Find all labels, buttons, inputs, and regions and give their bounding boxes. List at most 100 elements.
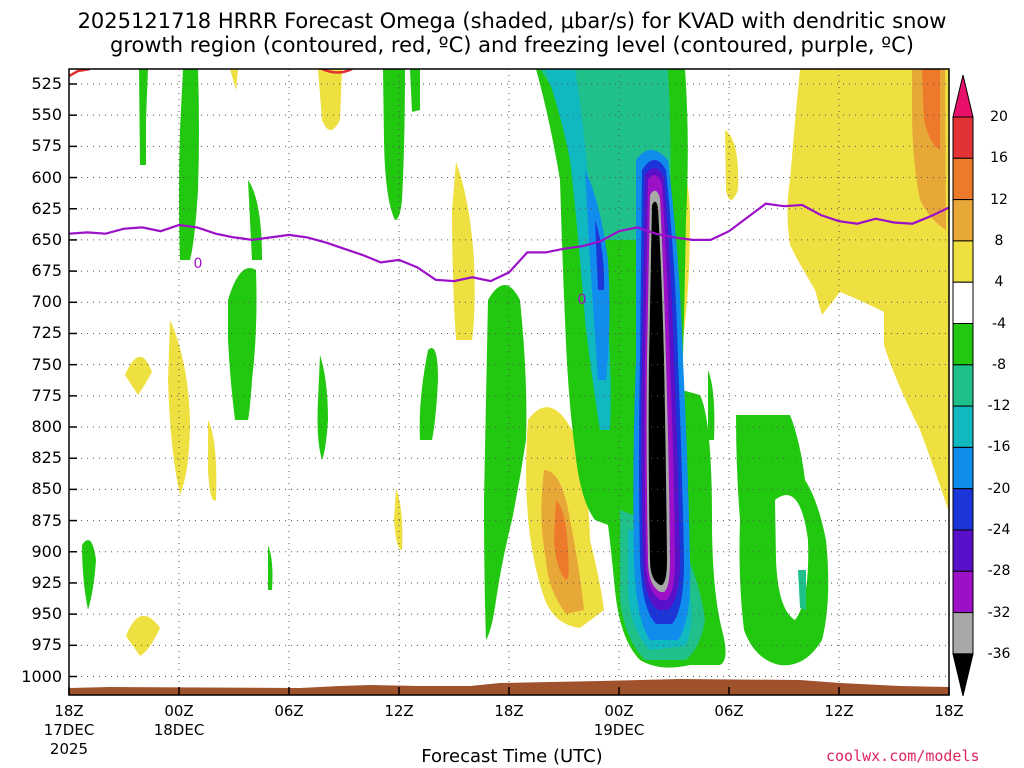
chart-title-line-1: 2025121718 HRRR Forecast Omega (shaded, …: [77, 9, 947, 33]
omega-negative-region: [595, 220, 605, 290]
y-tick-label: 550: [31, 105, 62, 125]
x-tick-label: 00Z: [164, 702, 194, 720]
colorbar-segment: [952, 157, 974, 201]
y-tick-label: 775: [31, 385, 62, 405]
omega-negative-region: [179, 69, 199, 260]
colorbar-segment: [952, 74, 974, 118]
colorbar-segment: [952, 446, 974, 490]
credit-link[interactable]: coolwx.com/models: [826, 747, 980, 765]
omega-negative-region: [545, 69, 611, 430]
omega-positive-region: [125, 356, 152, 395]
y-tick-label: 925: [31, 572, 62, 592]
freezing-level-contour: [69, 202, 949, 283]
colorbar-segment: [952, 240, 974, 283]
colorbar-label: -32: [987, 604, 1011, 621]
omega-positive-region: [208, 420, 217, 501]
x-tick-label: 12Z: [384, 702, 414, 720]
axis-ticks: [68, 83, 950, 695]
omega-negative-region: [228, 268, 257, 420]
colorbar: [952, 74, 974, 697]
y-tick-label: 800: [31, 417, 62, 437]
omega-shading: [82, 69, 949, 668]
omega-negative-region: [139, 69, 148, 165]
omega-positive-region: [230, 69, 238, 90]
colorbar-label: -12: [987, 398, 1011, 415]
freezing-level-label: 0: [194, 256, 203, 272]
colorbar-segment: [952, 488, 974, 531]
colorbar-segment: [952, 364, 974, 407]
y-tick-label: 575: [31, 136, 62, 156]
omega-positive-region: [318, 69, 342, 130]
y-tick-label: 1000: [21, 666, 62, 686]
colorbar-label: 12: [990, 191, 1008, 208]
omega-positive-region: [725, 130, 739, 200]
y-tick-label: 825: [31, 448, 62, 468]
omega-positive-region: [126, 615, 160, 656]
chart-title-line-2: growth region (contoured, red, ºC) and f…: [110, 33, 914, 57]
colorbar-segment: [952, 281, 974, 325]
x-tick-label: 06Z: [274, 702, 304, 720]
omega-negative-region: [585, 170, 610, 380]
x-tick-label: 18DEC: [153, 721, 205, 739]
omega-negative-region: [268, 545, 273, 590]
omega-negative-region: [410, 69, 420, 112]
colorbar-label: -36: [987, 645, 1011, 662]
colorbar-label: -24: [987, 522, 1011, 538]
omega-negative-region: [82, 540, 96, 610]
y-tick-label: 725: [31, 323, 62, 343]
y-tick-label: 700: [31, 292, 62, 312]
omega-negative-region: [798, 570, 806, 610]
omega-negative-region: [419, 348, 438, 440]
x-tick-label: 18Z: [494, 702, 524, 720]
omega-negative-region: [317, 355, 328, 460]
colorbar-label: -8: [992, 356, 1006, 373]
colorbar-label: -16: [987, 439, 1011, 456]
colorbar-segment: [952, 529, 974, 572]
y-tick-label: 675: [31, 261, 62, 281]
colorbar-label: 20: [990, 109, 1008, 125]
x-axis-title: Forecast Time (UTC): [421, 746, 603, 767]
y-tick-label: 850: [31, 479, 62, 499]
omega-negative-region: [708, 370, 715, 440]
freezing-level-label: 0: [578, 292, 587, 308]
colorbar-segment: [952, 116, 974, 159]
y-tick-label: 525: [31, 74, 62, 93]
colorbar-label: -20: [987, 480, 1011, 497]
omega-positive-region: [554, 500, 569, 580]
colorbar-segment: [952, 199, 974, 242]
y-tick-label: 875: [31, 510, 62, 530]
y-tick-label: 600: [31, 167, 62, 187]
colorbar-label: 16: [990, 150, 1008, 167]
x-tick-label: 06Z: [714, 702, 744, 720]
dgz-contour: [69, 69, 91, 78]
omega-positive-region: [452, 162, 475, 340]
y-tick-label: 750: [31, 354, 62, 374]
colorbar-segment: [952, 570, 974, 614]
x-tick-label: 18Z: [934, 702, 964, 720]
colorbar-segment: [952, 612, 974, 655]
colorbar-label: 4: [994, 274, 1004, 291]
colorbar-label: -4: [992, 315, 1006, 332]
omega-positive-region: [922, 69, 940, 150]
y-tick-label: 900: [31, 541, 62, 561]
y-tick-label: 975: [31, 635, 62, 655]
colorbar-label: 8: [994, 232, 1004, 249]
x-tick-label: 18Z: [54, 702, 84, 720]
omega-negative-region: [648, 201, 667, 585]
x-tick-label: 12Z: [824, 702, 854, 720]
omega-negative-region: [383, 69, 405, 220]
omega-negative-region: [248, 180, 262, 260]
y-tick-label: 650: [31, 229, 62, 249]
omega-negative-region: [484, 285, 527, 640]
omega-positive-region: [168, 320, 190, 495]
colorbar-segment: [952, 323, 974, 366]
x-tick-label: 17DEC: [43, 721, 95, 739]
colorbar-segment: [952, 405, 974, 448]
x-tick-label: 2025: [49, 740, 89, 758]
dgz-contour: [321, 69, 353, 74]
y-tick-label: 950: [31, 604, 62, 624]
x-tick-label: 00Z: [604, 702, 634, 720]
omega-positive-region: [394, 488, 403, 550]
